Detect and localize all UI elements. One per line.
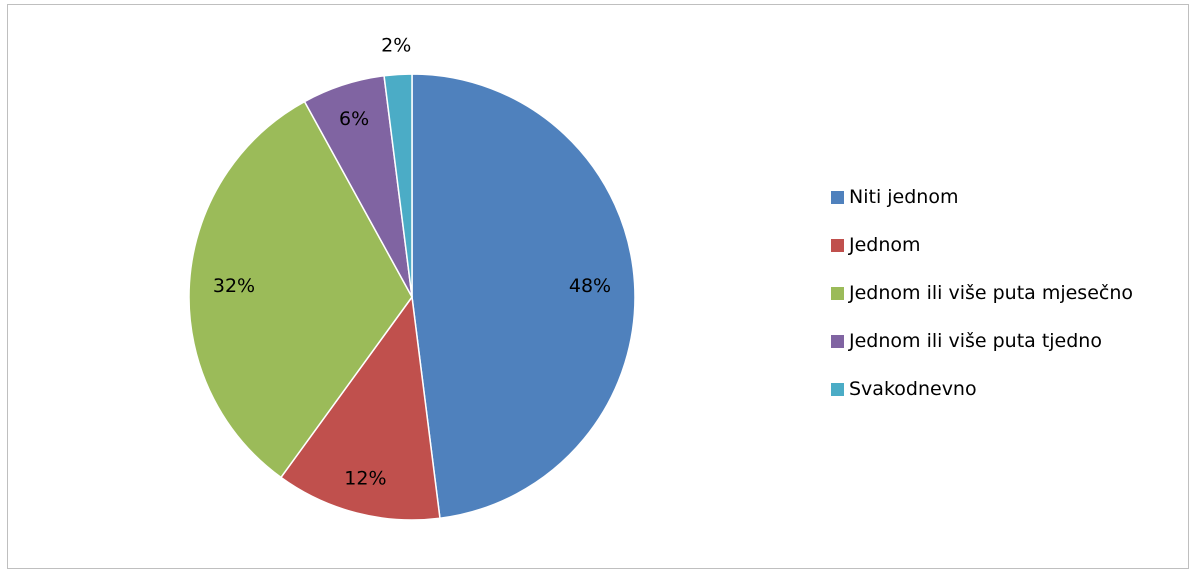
data-label-2: 12% — [344, 467, 386, 489]
legend-swatch — [831, 382, 844, 396]
pie-slices — [188, 73, 636, 521]
data-label-3: 32% — [213, 275, 255, 297]
legend-label: Jednom ili više puta mjesečno — [849, 282, 1134, 304]
chart-legend: Niti jednom Jednom Jednom ili više puta mj… — [831, 185, 1133, 425]
legend-label: Niti jednom — [849, 186, 959, 208]
legend-swatch — [831, 238, 844, 252]
pie-slice-3 — [188, 100, 413, 479]
data-label-1: 48% — [569, 275, 611, 297]
legend-swatch — [831, 190, 844, 204]
legend-swatch — [831, 334, 844, 348]
legend-label: Jednom ili više puta tjedno — [849, 330, 1102, 352]
pie-slice-5 — [383, 73, 413, 298]
pie-data-labels: 48% 12% 32% 6% 2% — [213, 35, 611, 490]
legend-swatch — [831, 286, 844, 300]
data-label-4: 6% — [339, 108, 369, 130]
data-label-5: 2% — [381, 35, 411, 57]
legend-item-3: Jednom ili više puta mjesečno — [831, 281, 1133, 305]
legend-item-5: Svakodnevno — [831, 377, 1133, 401]
legend-item-1: Niti jednom — [831, 185, 1133, 209]
legend-item-4: Jednom ili više puta tjedno — [831, 329, 1133, 353]
legend-label: Svakodnevno — [849, 378, 977, 400]
pie-slice-2 — [279, 295, 441, 521]
legend-item-2: Jednom — [831, 233, 1133, 257]
legend-label: Jednom — [849, 234, 921, 256]
pie-slice-1 — [411, 73, 636, 520]
